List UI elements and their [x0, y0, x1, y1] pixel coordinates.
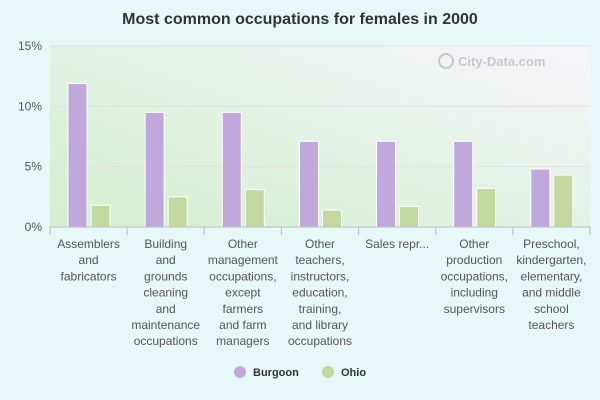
y-tick-label: 0%	[25, 220, 43, 234]
category-label: Other management occupations, except farmers…	[208, 237, 279, 348]
bar-burgoon-2	[221, 111, 242, 228]
legend-label-ohio: Ohio	[341, 367, 366, 379]
category-label: Assemblers and fabricators	[57, 237, 120, 283]
y-tick-label: 15%	[18, 39, 42, 53]
bar-ohio-3	[321, 209, 342, 228]
plot-area	[50, 46, 590, 227]
category-label: Other production occupations, including supe…	[441, 237, 508, 316]
bar-burgoon-0	[67, 82, 88, 228]
legend-label-burgoon: Burgoon	[253, 367, 299, 379]
y-tick-label: 5%	[25, 160, 43, 174]
category-label: Other teachers, instructors, education, trai…	[288, 237, 352, 348]
bar-burgoon-6	[530, 168, 551, 228]
chart-title: Most common occupations for females in 2…	[122, 11, 478, 28]
bar-burgoon-3	[298, 140, 319, 228]
category-label: Sales repr...	[365, 237, 429, 251]
bar-burgoon-5	[453, 140, 474, 228]
bar-ohio-0	[90, 204, 111, 228]
bar-ohio-4	[399, 205, 420, 228]
category-label: Building and grounds cleaning and maintenance…	[131, 237, 200, 348]
y-axis: 0% 5% 10% 15%	[18, 39, 42, 234]
y-tick-label: 10%	[18, 99, 42, 113]
category-label: Preschool, kindergarten, elementary, and mi…	[516, 237, 586, 332]
bar-ohio-6	[553, 174, 574, 228]
legend-swatch-ohio	[322, 366, 334, 378]
legend-swatch-burgoon	[234, 366, 246, 378]
watermark-text: City-Data.com	[458, 54, 545, 69]
bar-burgoon-4	[376, 140, 397, 228]
bar-ohio-1	[167, 196, 188, 228]
bars	[67, 82, 574, 228]
watermark: City-Data.com	[438, 53, 545, 69]
bar-ohio-5	[476, 187, 497, 228]
bar-ohio-2	[244, 189, 265, 228]
legend: Burgoon Ohio	[234, 366, 366, 379]
grid-lines	[50, 45, 590, 168]
bar-burgoon-1	[144, 111, 165, 228]
